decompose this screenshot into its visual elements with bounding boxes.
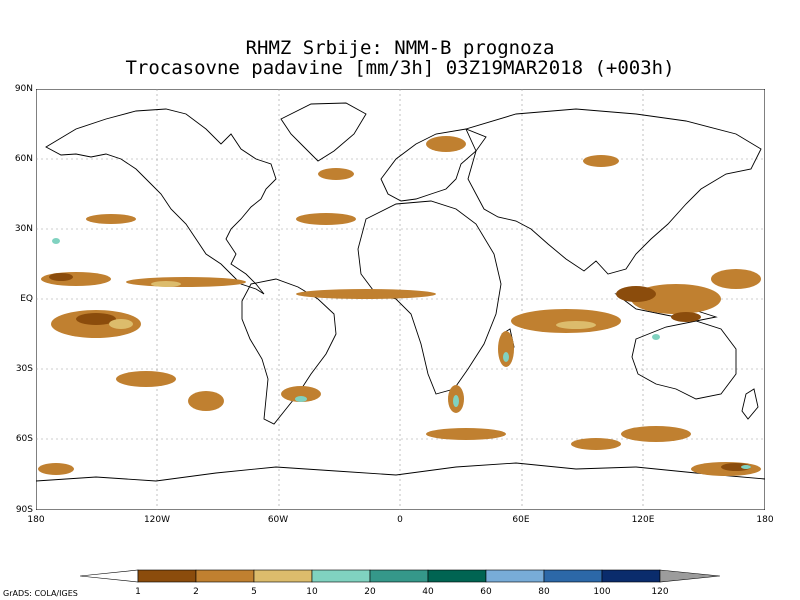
colorbar-label-100: 100 [593, 587, 611, 597]
lat-label-30s: 30S [15, 364, 33, 374]
australia-outline [631, 320, 737, 400]
lon-label-120w: 120W [143, 515, 171, 525]
lon-label-180w: 180 [27, 515, 45, 525]
colorbar-label-40: 40 [422, 587, 434, 597]
greenland-outline [280, 102, 367, 162]
precipitation-patches [38, 136, 761, 476]
lat-label-eq: EQ [20, 294, 33, 304]
colorbar-label-10: 10 [306, 587, 318, 597]
colorbar-seg-80-100 [543, 569, 603, 583]
lon-label-0: 0 [397, 515, 403, 525]
europe-outline [380, 128, 487, 202]
map-title-line2: Trocasovne padavine [mm/3h] 03Z19MAR2018… [125, 57, 675, 79]
lat-label-30n: 30N [14, 224, 33, 234]
lon-label-60w: 60W [267, 515, 289, 525]
colorbar-label-80: 80 [538, 587, 550, 597]
lon-label-120e: 120E [631, 515, 655, 525]
north-america-outline [45, 108, 277, 295]
colorbar [80, 569, 720, 583]
colorbar-label-20: 20 [364, 587, 376, 597]
colorbar-seg-10-20 [311, 569, 371, 583]
lat-label-90n: 90N [14, 84, 33, 94]
colorbar-seg-above [659, 569, 720, 583]
colorbar-seg-20-40 [369, 569, 429, 583]
colorbar-label-60: 60 [480, 587, 492, 597]
colorbar-seg-40-60 [427, 569, 487, 583]
lat-label-90s: 90S [15, 505, 33, 515]
colorbar-label-2: 2 [193, 587, 199, 597]
antarctica-outline [36, 462, 765, 482]
colorbar-label-120: 120 [651, 587, 669, 597]
colorbar-seg-5-10 [253, 569, 313, 583]
grads-credit: GrADS: COLA/IGES [3, 589, 78, 598]
precipitation-map [36, 89, 765, 510]
colorbar-label-5: 5 [251, 587, 257, 597]
colorbar-seg-2-5 [195, 569, 255, 583]
lon-label-180e: 180 [756, 515, 774, 525]
map-gridlines [36, 89, 765, 510]
lat-label-60n: 60N [14, 154, 33, 164]
new-zealand-outline [741, 388, 759, 420]
colorbar-seg-60-80 [485, 569, 545, 583]
continent-outlines [36, 102, 765, 482]
south-america-outline [241, 278, 337, 425]
colorbar-seg-below [80, 569, 139, 583]
colorbar-label-1: 1 [135, 587, 141, 597]
asia-outline [465, 108, 762, 275]
colorbar-seg-1-2 [137, 569, 197, 583]
lon-label-60e: 60E [512, 515, 530, 525]
lat-label-60s: 60S [15, 434, 33, 444]
map-title-line1: RHMZ Srbije: NMM-B prognoza [245, 37, 555, 59]
colorbar-seg-100-120 [601, 569, 661, 583]
